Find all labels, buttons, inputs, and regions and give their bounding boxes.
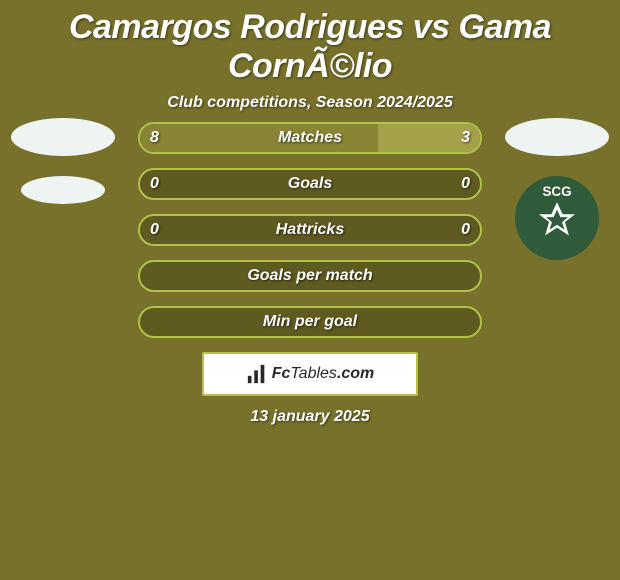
logo-text-b: Tables [290,365,337,382]
bar-metric-label: Min per goal [140,313,480,331]
date-label: 13 january 2025 [0,408,620,426]
stat-bar-row: Goals0 0 [138,168,482,200]
bar-value-right: 0 [461,175,470,193]
bar-metric-label: Hattricks [140,221,480,239]
stat-bar-row: Goals per match [138,260,482,292]
right-badge-column: SCG [502,118,612,280]
stat-bar-row: Matches83 [138,122,482,154]
page-title: Camargos Rodrigues vs Gama CornÃ©lio [0,0,620,86]
club-badge-left-2 [21,176,105,204]
bar-value-left: 0 [150,175,159,193]
bar-value-left: 0 [150,221,159,239]
stat-bar-row: Min per goal [138,306,482,338]
bar-fill-left [140,124,378,152]
club-badge-left-1 [11,118,115,156]
bar-metric-label: Goals per match [140,267,480,285]
comparison-bars: Matches83Goals00Hattricks00Goals per mat… [138,122,482,352]
bar-metric-label: Goals [140,175,480,193]
subtitle: Club competitions, Season 2024/2025 [0,94,620,112]
svg-text:SCG: SCG [542,184,571,199]
logo-text-c: .com [337,365,374,382]
fctables-logo-box: FcTables.com [202,352,418,396]
left-badge-column [8,118,118,224]
bar-value-right: 0 [461,221,470,239]
bar-value-left: 8 [150,129,159,147]
stat-bar-row: Hattricks0 0 [138,214,482,246]
comparison-infographic: Camargos Rodrigues vs Gama CornÃ©lio Clu… [0,0,620,580]
barchart-icon [246,363,268,385]
bar-value-right: 3 [461,129,470,147]
club-badge-right-1 [505,118,609,156]
club-badge-right-2: SCG [515,176,599,260]
logo-text-a: Fc [272,365,291,382]
logo-text: FcTables.com [272,365,375,383]
